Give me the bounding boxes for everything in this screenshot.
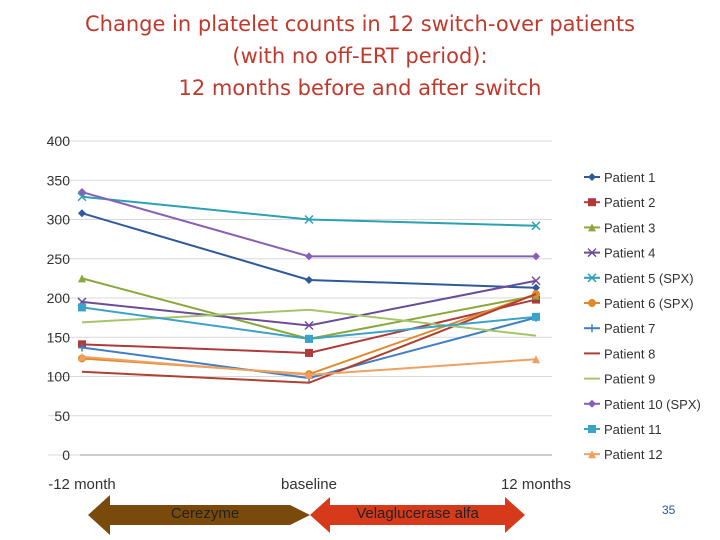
data-point xyxy=(588,173,596,181)
data-point xyxy=(531,221,541,231)
y-tick-label: 50 xyxy=(54,408,70,424)
y-tick-label: 100 xyxy=(47,369,71,385)
y-tick-label: 350 xyxy=(47,172,71,188)
legend-label: Patient 11 xyxy=(604,422,662,437)
title-line-2: (with no off-ERT period): xyxy=(232,44,488,68)
data-point xyxy=(305,334,313,343)
data-point xyxy=(305,348,313,357)
legend-label: Patient 4 xyxy=(604,246,655,261)
data-point xyxy=(532,283,540,292)
data-point xyxy=(531,276,541,286)
data-point xyxy=(78,303,86,312)
legend-label: Patient 8 xyxy=(604,346,655,361)
data-point xyxy=(305,370,313,379)
title-line-1: Change in platelet counts in 12 switch-o… xyxy=(84,12,635,36)
y-tick-label: 400 xyxy=(47,133,71,149)
data-point xyxy=(588,425,596,433)
x-tick-label: -12 month xyxy=(48,476,116,493)
x-tick-label: 12 months xyxy=(501,476,571,493)
legend-label: Patient 12 xyxy=(604,447,663,462)
legend-label: Patient 1 xyxy=(604,170,655,185)
data-point xyxy=(78,274,86,283)
series-line xyxy=(81,306,537,340)
data-point xyxy=(588,450,596,459)
data-point xyxy=(532,312,540,321)
legend-label: Patient 10 (SPX) xyxy=(604,397,701,412)
x-tick-label: baseline xyxy=(281,476,337,493)
legend-label: Patient 5 (SPX) xyxy=(604,271,694,286)
data-point xyxy=(588,198,596,207)
data-point xyxy=(588,399,596,408)
data-point xyxy=(588,324,596,333)
legend-label: Patient 2 xyxy=(604,195,655,210)
data-point xyxy=(304,214,314,225)
data-point xyxy=(304,320,314,331)
cerezyme-label: Cerezyme xyxy=(170,505,240,522)
page-number: 35 xyxy=(662,503,676,517)
y-tick-label: 300 xyxy=(47,212,71,228)
platelet-line-chart: 0 50 100 150 200 250 300 350 400 -12 month baselin… xyxy=(47,133,701,493)
y-tick-label: 150 xyxy=(47,329,71,345)
data-point xyxy=(588,223,596,232)
data-point xyxy=(588,299,596,307)
legend-label: Patient 7 xyxy=(604,321,655,336)
data-point xyxy=(587,273,597,283)
chart-title: Change in platelet counts in 12 switch-o… xyxy=(0,8,720,104)
data-point xyxy=(77,192,87,202)
data-point xyxy=(587,248,597,258)
legend-label: Patient 6 (SPX) xyxy=(604,296,694,311)
y-tick-label: 250 xyxy=(47,251,71,267)
data-point xyxy=(78,209,86,218)
y-tick-label: 200 xyxy=(47,290,71,306)
data-point xyxy=(78,343,86,352)
velaglucerase-label: Velaglucerase alfa xyxy=(356,505,479,522)
data-point xyxy=(532,252,540,261)
data-point xyxy=(532,355,540,364)
data-point xyxy=(78,188,86,197)
data-point xyxy=(305,275,313,284)
title-line-3: 12 months before and after switch xyxy=(178,76,542,100)
data-point xyxy=(305,252,313,261)
y-tick-label: 0 xyxy=(62,447,70,463)
legend-label: Patient 3 xyxy=(604,220,655,235)
legend-label: Patient 9 xyxy=(604,372,655,387)
data-point xyxy=(78,352,86,361)
